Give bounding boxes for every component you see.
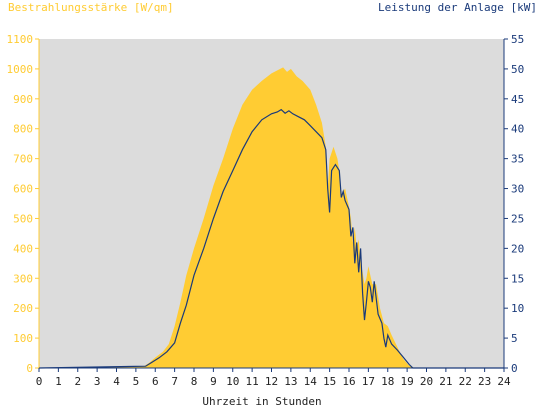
x-tick-label: 15 [323,375,336,388]
right-axis-title: Leistung der Anlage [kW] [378,1,537,14]
x-tick-label: 18 [381,375,394,388]
x-tick-label: 21 [439,375,452,388]
y-left-tick-label: 800 [13,123,33,136]
y-left-tick-label: 1000 [7,63,34,76]
x-tick-label: 17 [362,375,375,388]
y-left-tick-label: 1100 [7,33,34,46]
x-tick-label: 20 [420,375,433,388]
x-tick-label: 7 [171,375,178,388]
y-left-tick-labels: 0 100 200 300 400 500 600 700 800 900 1000 1100 [7,33,34,375]
power-line [38,108,504,369]
x-tick-label: 13 [284,375,297,388]
y-left-tick-label: 400 [13,242,33,255]
x-tick-label: 2 [74,375,81,388]
x-tick-label: 3 [94,375,101,388]
y-right-tick-label: 55 [511,33,524,46]
axes [35,38,508,372]
x-tick-labels: 0 1 2 3 4 5 6 7 8 9 10 11 12 13 14 15 16 17 18 19 20 21 22 23 24 [36,375,511,388]
x-tick-label: 11 [246,375,259,388]
x-tick-label: 5 [133,375,140,388]
x-tick-label: 1 [55,375,62,388]
y-right-tick-label: 45 [511,93,524,106]
x-tick-label: 23 [478,375,491,388]
y-right-tick-label: 25 [511,212,524,225]
y-left-tick-label: 200 [13,302,33,315]
y-left-tick-label: 300 [13,272,33,285]
x-tick-label: 9 [210,375,217,388]
y-right-tick-label: 35 [511,153,524,166]
x-tick-label: 8 [191,375,198,388]
x-tick-label: 19 [401,375,414,388]
y-right-tick-label: 50 [511,63,524,76]
y-left-tick-label: 900 [13,93,33,106]
x-tick-label: 0 [36,375,43,388]
x-tick-label: 22 [459,375,472,388]
power-line-layer [38,108,504,369]
y-right-tick-label: 0 [511,362,518,375]
x-tick-label: 24 [497,375,511,388]
y-right-tick-label: 20 [511,242,524,255]
x-tick-label: 14 [304,375,318,388]
y-right-tick-label: 30 [511,183,524,196]
x-tick-label: 10 [226,375,239,388]
irradiance-area [39,67,504,369]
y-right-tick-label: 5 [511,332,518,345]
y-right-tick-label: 10 [511,302,524,315]
x-tick-label: 4 [113,375,120,388]
y-left-tick-label: 100 [13,332,33,345]
y-right-tick-label: 40 [511,123,524,136]
y-left-tick-label: 600 [13,183,33,196]
y-left-tick-label: 0 [26,362,33,375]
x-tick-label: 16 [342,375,355,388]
irradiance-area-layer [39,67,504,369]
x-tick-label: 12 [265,375,278,388]
y-right-tick-labels: 0 5 10 15 20 25 30 35 40 45 50 55 [511,33,524,375]
y-left-tick-label: 700 [13,153,33,166]
left-axis-title: Bestrahlungsstärke [W/qm] [8,1,174,14]
y-left-tick-label: 500 [13,212,33,225]
x-axis-label: Uhrzeit in Stunden [202,395,321,408]
y-right-tick-label: 15 [511,272,524,285]
x-tick-label: 6 [152,375,159,388]
